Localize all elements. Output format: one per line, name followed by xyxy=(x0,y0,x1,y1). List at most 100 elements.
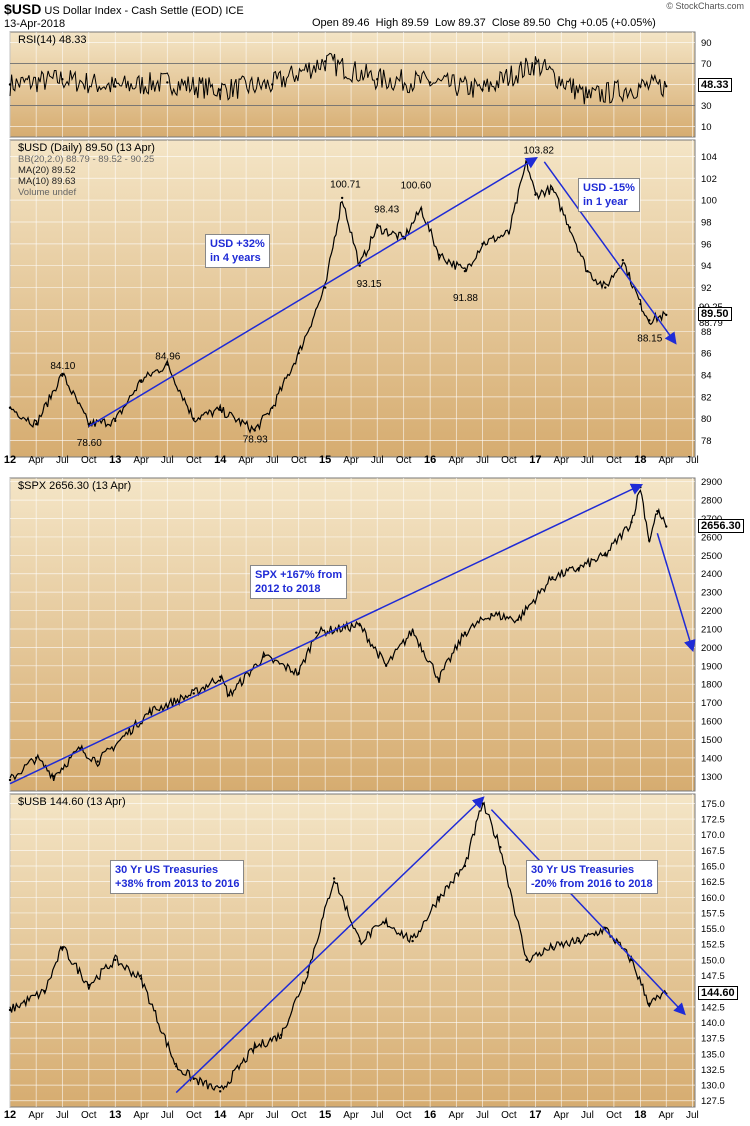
usb-data-point xyxy=(253,1046,256,1049)
spx-data-point xyxy=(315,631,318,634)
rsi-data-point xyxy=(639,85,642,88)
usd-data-point xyxy=(568,226,572,229)
chart-title: $USD US Dollar Index - Cash Settle (EOD)… xyxy=(4,1,244,17)
x-tick-label: Jul xyxy=(266,455,279,466)
trend-callout: USD -15% in 1 year xyxy=(578,178,640,212)
usd-data-point xyxy=(621,259,625,262)
legend-entry: RSI(14) 48.33 xyxy=(18,34,86,46)
x-tick-label: 15 xyxy=(319,454,331,466)
symbol: $USD xyxy=(4,1,42,17)
x-tick-label: Jul xyxy=(581,1110,594,1121)
y-tick-label: 172.5 xyxy=(701,815,725,826)
spx-data-point xyxy=(463,631,467,634)
y-tick-label: 160.0 xyxy=(701,893,725,904)
usd-data-point xyxy=(253,429,256,432)
x-tick-label: Oct xyxy=(81,455,97,466)
y-tick-label: 2900 xyxy=(701,477,722,488)
spx-data-point xyxy=(262,655,265,658)
x-tick-label: Apr xyxy=(133,1110,149,1121)
trend-callout: 30 Yr US Treasuries -20% from 2016 to 20… xyxy=(526,860,658,894)
x-tick-label: Jul xyxy=(266,1110,279,1121)
price-annotation: 91.88 xyxy=(453,293,478,304)
spx-data-point xyxy=(96,760,99,763)
usb-data-point xyxy=(648,1002,651,1005)
x-tick-label: Oct xyxy=(81,1110,97,1121)
trend-arrow xyxy=(88,157,538,428)
usb-data-point xyxy=(175,1065,178,1068)
x-tick-label: 15 xyxy=(319,1109,331,1121)
x-tick-label: Jul xyxy=(56,455,69,466)
price-annotation: 78.60 xyxy=(77,438,102,449)
x-tick-label: 14 xyxy=(214,454,227,466)
y-tick-label: 142.5 xyxy=(701,1002,725,1013)
usd-data-point xyxy=(340,196,344,200)
y-tick-label: 90 xyxy=(701,38,712,49)
usb-data-point xyxy=(87,983,90,987)
y-tick-label: 137.5 xyxy=(701,1034,725,1045)
spx-data-point xyxy=(630,520,633,524)
y-tick-label: 86 xyxy=(701,349,712,360)
x-tick-label: Jul xyxy=(371,455,384,466)
y-tick-label: 88 xyxy=(701,327,712,338)
x-tick-label: 12 xyxy=(4,454,16,466)
y-tick-label: 100 xyxy=(701,196,717,207)
usd-data-point xyxy=(139,379,143,382)
panel-usb xyxy=(9,793,696,1108)
usb-data-point xyxy=(332,877,336,880)
usb-data-point xyxy=(525,958,528,962)
price-annotation: 84.96 xyxy=(155,352,180,363)
rsi-data-point xyxy=(323,60,327,63)
trend-callout: SPX +167% from 2012 to 2018 xyxy=(250,565,348,599)
y-tick-label: 1500 xyxy=(701,735,722,746)
usd-data-point xyxy=(323,286,327,289)
spx-data-point xyxy=(148,710,151,714)
legend-entry: $SPX 2656.30 (13 Apr) xyxy=(18,480,131,492)
y-tick-label: 130.0 xyxy=(701,1081,725,1092)
exchange: ICE xyxy=(225,5,244,17)
usb-data-point xyxy=(306,971,309,974)
usd-data-point xyxy=(586,269,589,273)
y-tick-label: 2300 xyxy=(701,588,722,599)
legend-entry: $USB 144.60 (13 Apr) xyxy=(18,796,126,808)
open-label: Open xyxy=(312,17,339,29)
trend-arrow xyxy=(656,533,696,653)
legend-entry: MA(20) 89.52 xyxy=(18,165,76,176)
spx-data-point xyxy=(34,756,38,760)
usb-data-point xyxy=(114,958,117,962)
x-tick-label: Jul xyxy=(161,1110,174,1121)
x-tick-label: Apr xyxy=(449,455,465,466)
usd-data-point xyxy=(271,406,274,410)
y-tick-label: 1800 xyxy=(701,680,722,691)
x-tick-label: Jul xyxy=(476,455,489,466)
usb-data-point xyxy=(192,1077,195,1081)
high-value: 89.59 xyxy=(401,17,429,29)
x-tick-label: Apr xyxy=(343,455,359,466)
spx-data-point xyxy=(577,567,581,570)
usd-data-point xyxy=(648,319,651,322)
spx-data-point xyxy=(656,509,659,513)
x-tick-label: Oct xyxy=(501,455,517,466)
high-label: High xyxy=(375,17,399,29)
y-tick-label: 162.5 xyxy=(701,877,725,888)
y-tick-label: 2800 xyxy=(701,496,722,507)
usd-data-point xyxy=(219,408,222,412)
spx-data-point xyxy=(411,629,414,633)
y-tick-label: 1300 xyxy=(701,772,722,783)
trend-arrow xyxy=(543,161,677,345)
x-tick-label: Oct xyxy=(291,455,307,466)
x-tick-label: Apr xyxy=(658,1110,674,1121)
y-tick-label: 98 xyxy=(701,217,712,228)
y-tick-label: 2500 xyxy=(701,551,722,562)
x-tick-label: Jul xyxy=(161,455,174,466)
x-tick-label: Jul xyxy=(371,1110,384,1121)
y-tick-label: 1900 xyxy=(701,661,722,672)
spx-data-point xyxy=(437,677,441,680)
open-value: 89.46 xyxy=(341,17,370,29)
usb-data-point xyxy=(219,1090,222,1093)
y-tick-label: 155.0 xyxy=(701,924,725,935)
usd-last-value: 89.50 xyxy=(698,306,732,321)
chg-label: Chg xyxy=(556,17,577,29)
usd-data-point xyxy=(463,269,467,273)
price-annotation: 84.10 xyxy=(50,361,75,372)
usd-data-point xyxy=(437,253,441,256)
